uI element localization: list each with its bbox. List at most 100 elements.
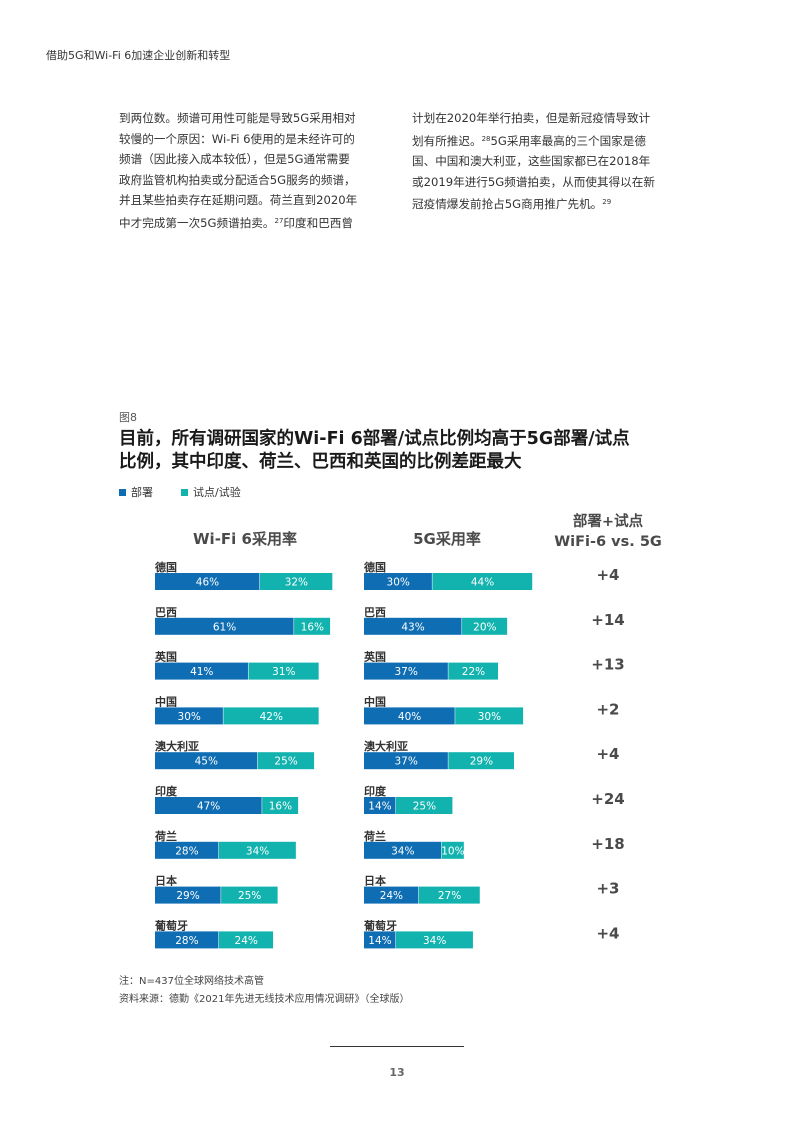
bar-trial [418, 886, 481, 904]
bar-value-label: 47% [197, 801, 220, 813]
bar-value-label: 34% [246, 845, 269, 857]
bar-value-label: 45% [195, 756, 218, 768]
bar-trial [248, 662, 320, 680]
figure-title-line: 目前，所有调研国家的Wi-Fi 6部署/试点比例均高于5G部署/试点 [119, 429, 630, 449]
bar-separator [479, 886, 481, 904]
footer-divider [330, 1046, 464, 1047]
diff-value-label: +2 [596, 700, 619, 718]
page-number: 13 [389, 1066, 405, 1079]
chart-source: 资料来源：德勤《2021年先进无线技术应用情况调研》（全球版） [119, 994, 410, 1005]
body-line: 冠疫情爆发前抢占5G商用推广先机。29 [412, 192, 670, 215]
bar-trial [441, 841, 465, 859]
chart-note: 注：N=437位全球网络技术高管 [119, 976, 264, 987]
bar-value-label: 29% [470, 756, 493, 768]
figure-title: 目前，所有调研国家的Wi-Fi 6部署/试点比例均高于5G部署/试点 比例，其中… [119, 428, 679, 474]
legend-swatch-deploy [119, 488, 126, 496]
bar-value-label: 22% [462, 666, 485, 678]
bar-deploy [364, 752, 449, 770]
bar-trial [257, 752, 315, 770]
bar-trial [395, 931, 474, 949]
bar-trial [262, 797, 299, 814]
bar-trial [218, 931, 274, 949]
diff-value-label: +4 [596, 566, 619, 584]
country-label: 德国 [363, 560, 386, 574]
bar-value-label: 46% [196, 577, 219, 589]
bar-value-label: 32% [285, 577, 308, 589]
bar-deploy [364, 707, 456, 725]
bar-separator [532, 573, 534, 590]
country-label: 巴西 [155, 606, 177, 619]
bar-deploy [155, 662, 249, 680]
diff-title-line: WiFi-6 vs. 5G [554, 534, 662, 550]
country-label: 澳大利亚 [155, 739, 199, 753]
bar-deploy [155, 617, 295, 635]
diff-value-label: +3 [596, 880, 619, 898]
diff-title-line: 部署+试点 [572, 514, 644, 530]
body-line: 划有所推迟。285G采用率最高的三个国家是德 [412, 129, 670, 152]
bar-separator [463, 841, 465, 859]
country-label: 英国 [154, 650, 177, 664]
bar-value-label: 30% [478, 711, 501, 723]
legend-item-trial: 试点/试验 [181, 484, 241, 500]
bar-trial [462, 617, 508, 635]
bar-value-label: 24% [380, 890, 403, 902]
country-label: 葡萄牙 [363, 918, 397, 932]
bar-trial [448, 662, 499, 680]
legend-swatch-trial [181, 488, 188, 496]
bar-value-label: 29% [176, 890, 199, 902]
bar-separator [277, 886, 279, 904]
bar-separator [295, 841, 297, 859]
body-line: 计划在2020年举行拍卖，但是新冠疫情导致计 [412, 111, 651, 125]
body-text: 印度和巴西曾 [283, 215, 353, 230]
body-line: 频谱（因此接入成本较低），但是5G通常需要 [119, 152, 350, 166]
bar-trial [455, 707, 524, 725]
bar-value-label: 37% [395, 756, 418, 768]
bar-value-label: 40% [398, 711, 421, 723]
bar-value-label: 44% [471, 577, 494, 589]
bar-trial [294, 617, 331, 635]
country-label: 中国 [364, 694, 386, 708]
bar-value-label: 41% [190, 666, 213, 678]
footnote-ref[interactable]: 27 [274, 216, 284, 225]
bar-value-label: 28% [175, 845, 198, 857]
diff-value-label: +4 [596, 924, 619, 942]
body-text: 中才完成第一次5G频谱拍卖。 [119, 215, 275, 230]
bar-value-label: 16% [301, 621, 324, 633]
country-label: 德国 [154, 560, 177, 574]
bar-value-label: 31% [272, 666, 295, 678]
figure-label: 图8 [119, 411, 137, 424]
bar-value-label: 43% [401, 621, 424, 633]
body-text: 划有所推迟。 [412, 133, 482, 148]
diff-value-label: +14 [591, 611, 624, 629]
bar-separator [507, 617, 509, 635]
footnote-ref[interactable]: 28 [481, 134, 491, 143]
country-label: 葡萄牙 [154, 918, 188, 932]
country-label: 日本 [364, 874, 386, 888]
bar-value-label: 24% [235, 935, 258, 947]
bar-deploy [364, 931, 396, 949]
bar-value-label: 61% [213, 621, 236, 633]
5g-panel-title: 5G采用率 [413, 530, 481, 548]
bar-trial [221, 886, 279, 904]
bar-separator [314, 752, 316, 770]
bar-deploy [155, 752, 258, 770]
bar-separator [318, 662, 320, 680]
bar-separator [273, 931, 275, 949]
footnote-ref[interactable]: 29 [602, 198, 612, 206]
bar-separator [330, 617, 332, 635]
bar-separator [472, 931, 474, 949]
wifi6-panel-title: Wi-Fi 6采用率 [193, 530, 297, 548]
bar-value-label: 25% [274, 756, 297, 768]
country-label: 中国 [155, 694, 177, 708]
country-label: 印度 [364, 784, 387, 798]
body-text: 5G采用率最高的三个国家是德 [490, 133, 647, 148]
bar-trial [259, 573, 333, 590]
country-label: 英国 [363, 650, 386, 664]
diff-value-label: +24 [591, 790, 624, 808]
diff-value-label: +4 [596, 745, 619, 763]
bar-deploy [364, 841, 442, 859]
bar-separator [523, 707, 525, 725]
bar-trial [395, 797, 453, 814]
bar-deploy [364, 797, 396, 814]
